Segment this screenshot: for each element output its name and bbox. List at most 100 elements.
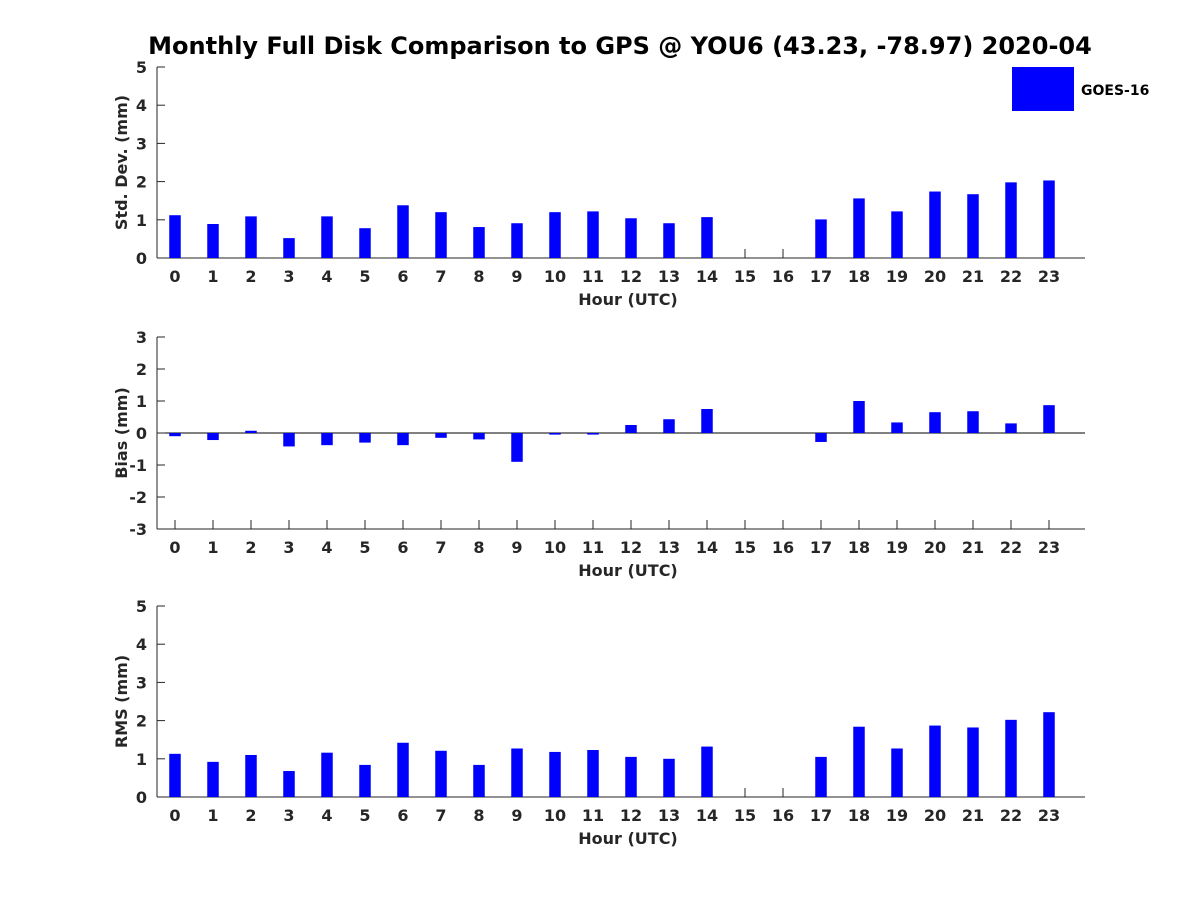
bar <box>929 412 941 433</box>
bar <box>207 433 219 441</box>
x-tick-label: 12 <box>620 538 642 557</box>
bar <box>1043 712 1055 797</box>
x-tick-label: 2 <box>245 806 256 825</box>
bar <box>701 746 713 797</box>
bar <box>435 433 447 438</box>
y-tick-label: 1 <box>136 392 147 411</box>
bar <box>587 211 599 258</box>
x-tick-label: 15 <box>734 267 756 286</box>
bar <box>853 198 865 258</box>
y-tick-label: 4 <box>136 96 147 115</box>
bar <box>473 227 485 258</box>
x-tick-label: 9 <box>511 806 522 825</box>
bar <box>169 753 181 797</box>
x-tick-label: 19 <box>886 267 908 286</box>
legend-label: GOES-16 <box>1081 83 1149 99</box>
x-tick-label: 16 <box>772 267 794 286</box>
x-tick-label: 9 <box>511 267 522 286</box>
x-tick-label: 21 <box>962 538 984 557</box>
bar <box>967 411 979 433</box>
x-tick-label: 0 <box>169 538 180 557</box>
bar <box>1005 719 1017 797</box>
x-tick-label: 0 <box>169 806 180 825</box>
x-tick-label: 10 <box>544 267 566 286</box>
x-tick-label: 22 <box>1000 538 1022 557</box>
bar <box>549 751 561 797</box>
bar <box>853 726 865 797</box>
bar <box>473 764 485 797</box>
bar <box>663 223 675 258</box>
y-tick-label: 1 <box>136 750 147 769</box>
x-tick-label: 19 <box>886 806 908 825</box>
x-tick-label: 3 <box>283 806 294 825</box>
x-tick-label: 4 <box>321 538 332 557</box>
bar <box>853 401 865 433</box>
x-tick-label: 13 <box>658 806 680 825</box>
x-tick-label: 18 <box>848 267 870 286</box>
bar <box>511 223 523 258</box>
x-tick-label: 4 <box>321 806 332 825</box>
bar <box>511 433 523 462</box>
x-tick-label: 6 <box>397 538 408 557</box>
x-tick-label: 13 <box>658 538 680 557</box>
x-tick-label: 17 <box>810 806 832 825</box>
x-tick-label: 10 <box>544 806 566 825</box>
bar <box>891 748 903 797</box>
y-tick-label: 2 <box>136 173 147 192</box>
bar <box>321 752 333 797</box>
bar <box>245 754 257 797</box>
bar <box>435 212 447 258</box>
bar <box>359 433 371 443</box>
bar <box>663 758 675 797</box>
x-tick-label: 8 <box>473 806 484 825</box>
x-tick-label: 0 <box>169 267 180 286</box>
x-tick-label: 2 <box>245 267 256 286</box>
bar <box>701 409 713 433</box>
bar <box>549 212 561 258</box>
x-tick-label: 21 <box>962 267 984 286</box>
x-tick-label: 23 <box>1038 538 1060 557</box>
x-tick-label: 20 <box>924 267 946 286</box>
x-tick-label: 7 <box>435 806 446 825</box>
x-tick-label: 15 <box>734 538 756 557</box>
x-tick-label: 18 <box>848 538 870 557</box>
x-tick-label: 14 <box>696 806 718 825</box>
x-tick-label: 7 <box>435 538 446 557</box>
bar <box>891 422 903 433</box>
figure-title: Monthly Full Disk Comparison to GPS @ YO… <box>148 32 1092 60</box>
x-tick-label: 6 <box>397 267 408 286</box>
bar <box>283 771 295 797</box>
x-tick-label: 8 <box>473 538 484 557</box>
x-tick-label: 17 <box>810 267 832 286</box>
x-tick-label: 23 <box>1038 806 1060 825</box>
y-tick-label: -3 <box>129 520 147 539</box>
y-tick-label: 2 <box>136 360 147 379</box>
y-tick-label: 5 <box>136 597 147 616</box>
y-tick-label: 5 <box>136 58 147 77</box>
x-tick-label: 10 <box>544 538 566 557</box>
bar <box>283 433 295 447</box>
bar <box>207 224 219 258</box>
bar <box>815 219 827 258</box>
x-tick-label: 23 <box>1038 267 1060 286</box>
bar <box>397 742 409 797</box>
y-axis-label: Std. Dev. (mm) <box>112 95 131 230</box>
bar <box>169 433 181 437</box>
bar <box>625 756 637 797</box>
bar <box>359 764 371 797</box>
x-tick-label: 11 <box>582 538 604 557</box>
bar <box>549 433 561 435</box>
x-tick-label: 7 <box>435 267 446 286</box>
bar <box>397 433 409 446</box>
bar <box>891 211 903 258</box>
bar <box>1043 405 1055 433</box>
bar <box>1005 423 1017 433</box>
bar <box>207 761 219 797</box>
y-tick-label: 0 <box>136 424 147 443</box>
x-tick-label: 4 <box>321 267 332 286</box>
y-axis-label: Bias (mm) <box>112 387 131 479</box>
